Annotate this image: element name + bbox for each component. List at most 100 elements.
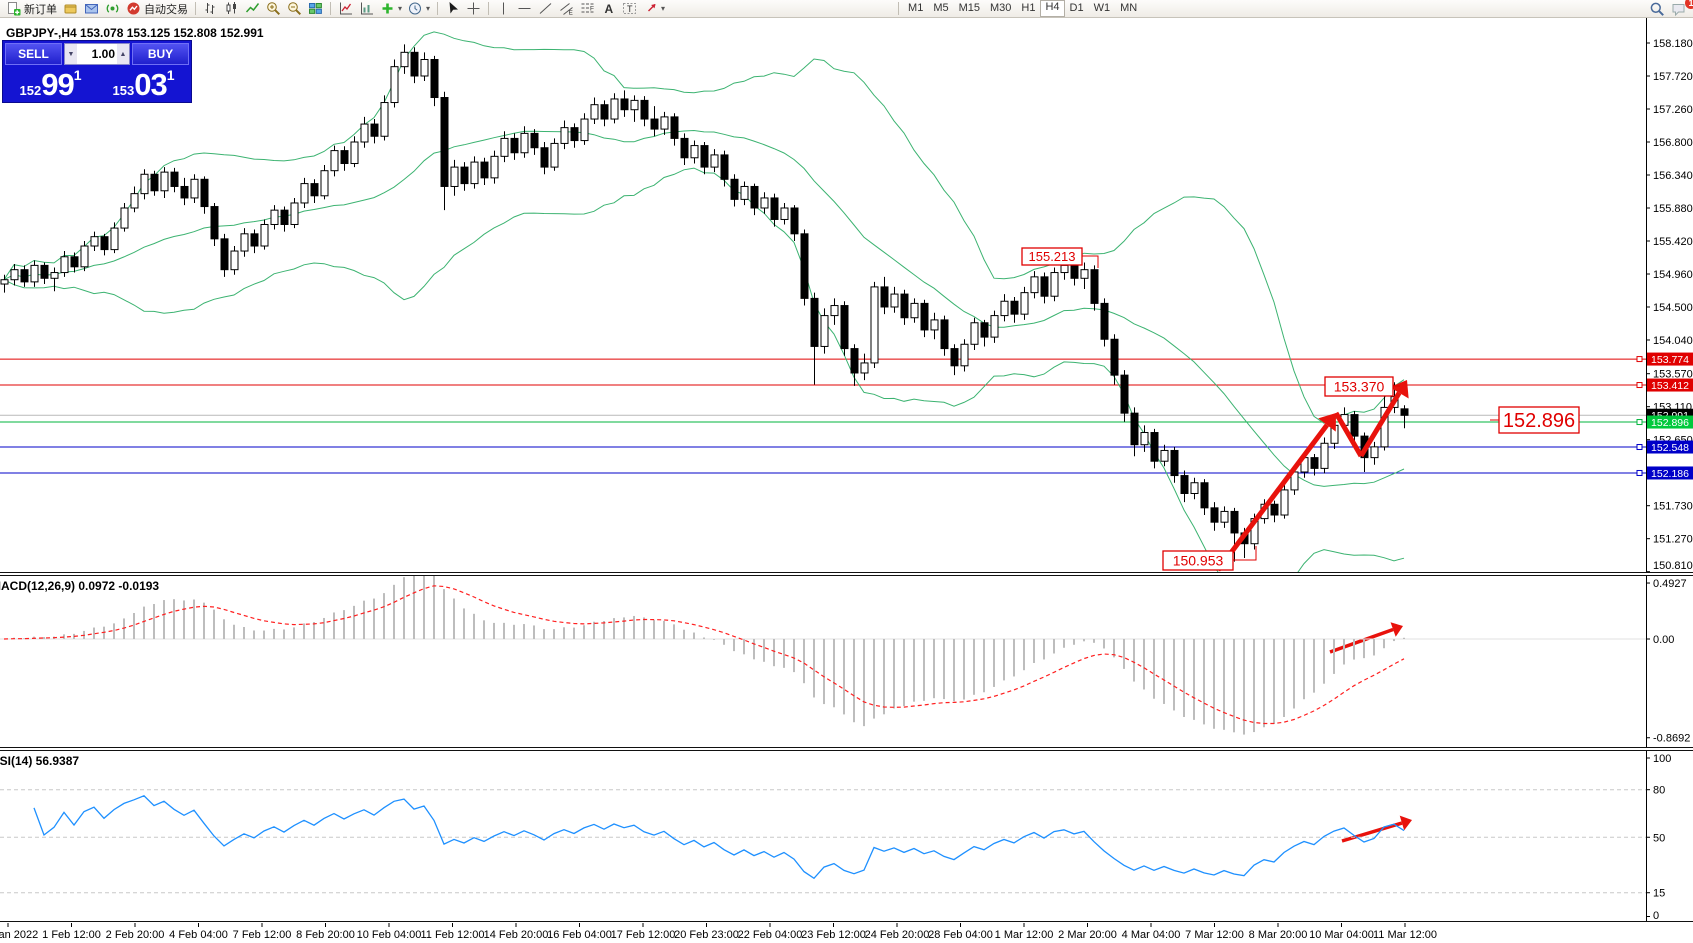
main-toolbar: 新订单 自动交易 (0, 0, 1693, 18)
text-tool-button[interactable]: A (598, 1, 619, 17)
line-handle[interactable] (1636, 419, 1643, 426)
tab-timeframe-m5[interactable]: M5 (933, 2, 949, 14)
zoom-out-button[interactable] (284, 1, 305, 17)
panel-separator[interactable] (0, 747, 1693, 751)
time-tick-label: 11 Mar 12:00 (1373, 929, 1437, 941)
arrow-head[interactable] (1389, 380, 1409, 399)
price-badge-text: 152.186 (1651, 468, 1689, 480)
bollinger-upper-band[interactable] (3, 31, 1405, 424)
candlestick-chart-type-button[interactable] (221, 1, 242, 17)
candle-body (320, 170, 329, 197)
price-tick-label: 155.420 (1653, 236, 1693, 248)
notifications-button[interactable]: 1 (1668, 0, 1693, 17)
trend-arrow[interactable] (1358, 391, 1402, 458)
time-tick-label: 14 Feb 20:00 (484, 929, 549, 941)
line-handle[interactable] (1636, 469, 1643, 476)
candle-body (380, 102, 389, 137)
price-annotation-text: 155.213 (1029, 249, 1076, 264)
bar-chart-type-button[interactable] (200, 1, 221, 17)
price-annotation-text: 150.953 (1173, 553, 1224, 569)
trend-arrow[interactable] (1216, 423, 1329, 572)
period-dropdown[interactable]: ▾ (405, 1, 433, 17)
buy-button[interactable]: BUY (132, 43, 189, 65)
price-badge (1647, 378, 1693, 392)
sell-price-display[interactable]: 152 99 1 (5, 67, 96, 100)
candle-body (200, 178, 209, 208)
price-annotation-box[interactable] (1324, 376, 1394, 397)
add-indicator-dropdown[interactable]: ▾ (377, 1, 405, 17)
trend-arrow[interactable] (1333, 411, 1364, 458)
price-annotation-box[interactable] (1498, 406, 1580, 434)
tab-timeframe-m15[interactable]: M15 (958, 2, 981, 14)
candle-body (330, 150, 339, 172)
candle-body (680, 137, 689, 159)
indicators-button[interactable] (335, 1, 356, 17)
panel-separator[interactable] (0, 572, 1693, 576)
tile-windows-button[interactable] (305, 1, 326, 17)
price-badge-text: 153.774 (1651, 354, 1689, 366)
macd-label: MACD(12,26,9) 0.0972 -0.0193 (0, 579, 160, 593)
arrow-head[interactable] (1318, 413, 1336, 432)
tab-timeframe-d1[interactable]: D1 (1069, 2, 1084, 14)
toolbar-separator (195, 2, 196, 15)
tab-timeframe-h1[interactable]: H1 (1021, 2, 1036, 14)
crosshair-tool-button[interactable] (463, 1, 484, 17)
arrow-head[interactable] (1390, 622, 1403, 637)
volume-decrease-button[interactable]: ▼ (65, 44, 77, 64)
line-handle[interactable] (1636, 356, 1643, 363)
candle-body (1370, 446, 1379, 459)
autotrade-label: 自动交易 (144, 3, 188, 16)
candle-body (920, 302, 929, 331)
candle-body (1140, 432, 1149, 446)
tab-timeframe-m30[interactable]: M30 (990, 2, 1012, 14)
volume-increase-button[interactable]: ▲ (117, 44, 129, 64)
vertical-line-tool-button[interactable] (493, 1, 514, 17)
sell-button[interactable]: SELL (5, 43, 62, 65)
chart-profile-button[interactable] (60, 1, 81, 17)
candle-body (100, 236, 109, 251)
tab-timeframe-h4[interactable]: H4 (1040, 0, 1065, 17)
line-handle[interactable] (1636, 382, 1643, 389)
cursor-tool-button[interactable] (442, 1, 463, 17)
data-window-button[interactable] (356, 1, 377, 17)
autotrade-button[interactable]: 自动交易 (123, 1, 191, 17)
candle-body (1000, 300, 1009, 317)
trendline-tool-button[interactable] (535, 1, 556, 17)
candle-body (1210, 507, 1219, 523)
candle-body (50, 272, 59, 279)
buy-price-display[interactable]: 153 03 1 (98, 67, 189, 100)
tab-timeframe-m1[interactable]: M1 (908, 2, 924, 14)
arrows-tool-dropdown[interactable]: ▾ (640, 1, 668, 17)
price-annotation-text: 152.896 (1503, 410, 1575, 432)
price-chart-panel[interactable]: 158.180 157.720 157.260 156.800 156.340 155.8… (0, 18, 1693, 572)
trend-arrow[interactable] (1341, 821, 1403, 843)
price-annotation-box[interactable] (1162, 550, 1234, 571)
candle-body (650, 118, 659, 130)
trend-arrow[interactable] (1329, 627, 1394, 654)
channel-tool-button[interactable]: E (556, 1, 577, 17)
horizontal-line-tool-button[interactable] (514, 1, 535, 17)
label-tool-button[interactable]: T (619, 1, 640, 17)
macd-panel[interactable]: 0.4927 0.00 -0.8692 (0, 576, 1693, 747)
bollinger-middle-band[interactable] (3, 129, 1405, 487)
line-chart-type-button[interactable] (242, 1, 263, 17)
search-icon[interactable] (1646, 1, 1668, 17)
candle-body (750, 185, 759, 209)
tab-timeframe-mn[interactable]: MN (1120, 2, 1138, 14)
volume-input[interactable] (77, 44, 117, 64)
zoom-in-button[interactable] (263, 1, 284, 17)
arrow-head[interactable] (1399, 815, 1412, 831)
rsi-panel[interactable]: 100 80 50 15 0 (0, 751, 1693, 921)
tab-timeframe-w1[interactable]: W1 (1093, 2, 1111, 14)
line-handle[interactable] (1636, 444, 1643, 451)
fibonacci-tool-button[interactable]: F (577, 1, 598, 17)
new-order-button[interactable]: 新订单 (3, 1, 60, 17)
price-annotation-box[interactable] (1021, 247, 1083, 266)
time-tick-label: 23 Feb 12:00 (801, 929, 866, 941)
signal-button[interactable] (102, 1, 123, 17)
candle-body (510, 137, 519, 154)
candle-body (190, 178, 199, 199)
time-axis[interactable]: 31 Jan 2022 1 Feb 12:00 2 Feb 20:00 4 Feb 0… (0, 923, 1693, 943)
market-watch-button[interactable] (81, 1, 102, 17)
price-tick-label: 154.040 (1653, 335, 1693, 347)
